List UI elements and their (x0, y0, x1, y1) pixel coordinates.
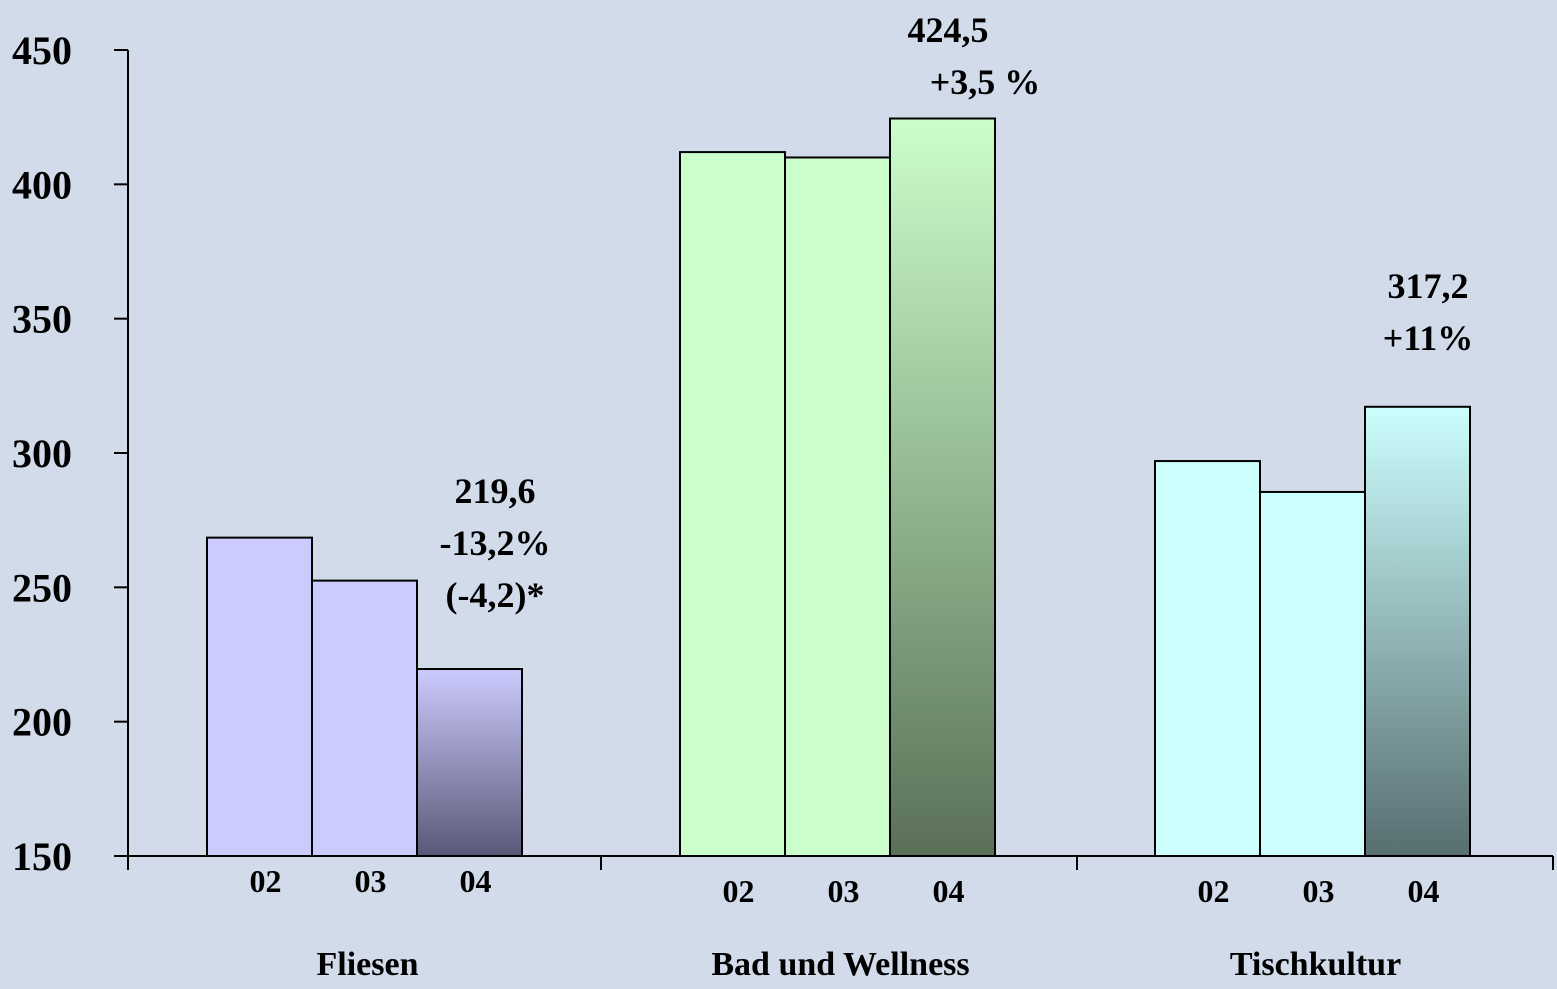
y-tick-label: 300 (12, 431, 72, 476)
y-tick-label: 450 (12, 28, 72, 73)
value-annotation: +11% (1383, 318, 1474, 358)
x-tick-label: 03 (828, 873, 860, 909)
value-annotation: (-4,2)* (446, 575, 545, 615)
bar-fliesen-02 (206, 536, 313, 857)
category-label: Bad und Wellness (711, 946, 969, 983)
y-tick-label: 150 (12, 834, 72, 879)
y-tick-label: 200 (12, 700, 72, 745)
bars-layer (206, 117, 1471, 858)
bar-fliesen-04 (416, 668, 523, 857)
bar-tischkultur-04 (1364, 405, 1471, 857)
value-annotation: +3,5 % (930, 62, 1041, 102)
x-tick-label: 04 (1408, 873, 1440, 909)
y-tick-label: 250 (12, 565, 72, 610)
bar-bad-und-wellness-02 (679, 151, 786, 858)
value-annotation: 219,6 (455, 471, 536, 511)
x-tick-label: 02 (1198, 873, 1230, 909)
category-label: Fliesen (317, 946, 419, 983)
value-annotation: -13,2% (440, 523, 551, 563)
value-annotation: 424,5 (908, 10, 989, 50)
bar-fliesen-03 (311, 579, 418, 857)
bar-bad-und-wellness-04 (889, 117, 996, 857)
value-annotation: 317,2 (1388, 266, 1469, 306)
x-tick-label: 02 (250, 863, 282, 899)
x-tick-label: 04 (460, 863, 492, 899)
y-tick-label: 400 (12, 162, 72, 207)
y-tick-label: 350 (12, 297, 72, 342)
x-tick-label: 04 (933, 873, 965, 909)
bar-tischkultur-03 (1259, 490, 1366, 857)
axes-layer (114, 49, 1554, 870)
labels-layer: 150 200 250 300 350 400 450 02 03 04 Fliesen 02 03 04… (12, 10, 1473, 983)
category-label: Tischkultur (1230, 946, 1401, 983)
x-tick-label: 03 (355, 863, 387, 899)
bar-tischkultur-02 (1154, 460, 1261, 857)
x-tick-label: 03 (1303, 873, 1335, 909)
x-tick-label: 02 (723, 873, 755, 909)
bar-bad-und-wellness-03 (784, 156, 891, 857)
